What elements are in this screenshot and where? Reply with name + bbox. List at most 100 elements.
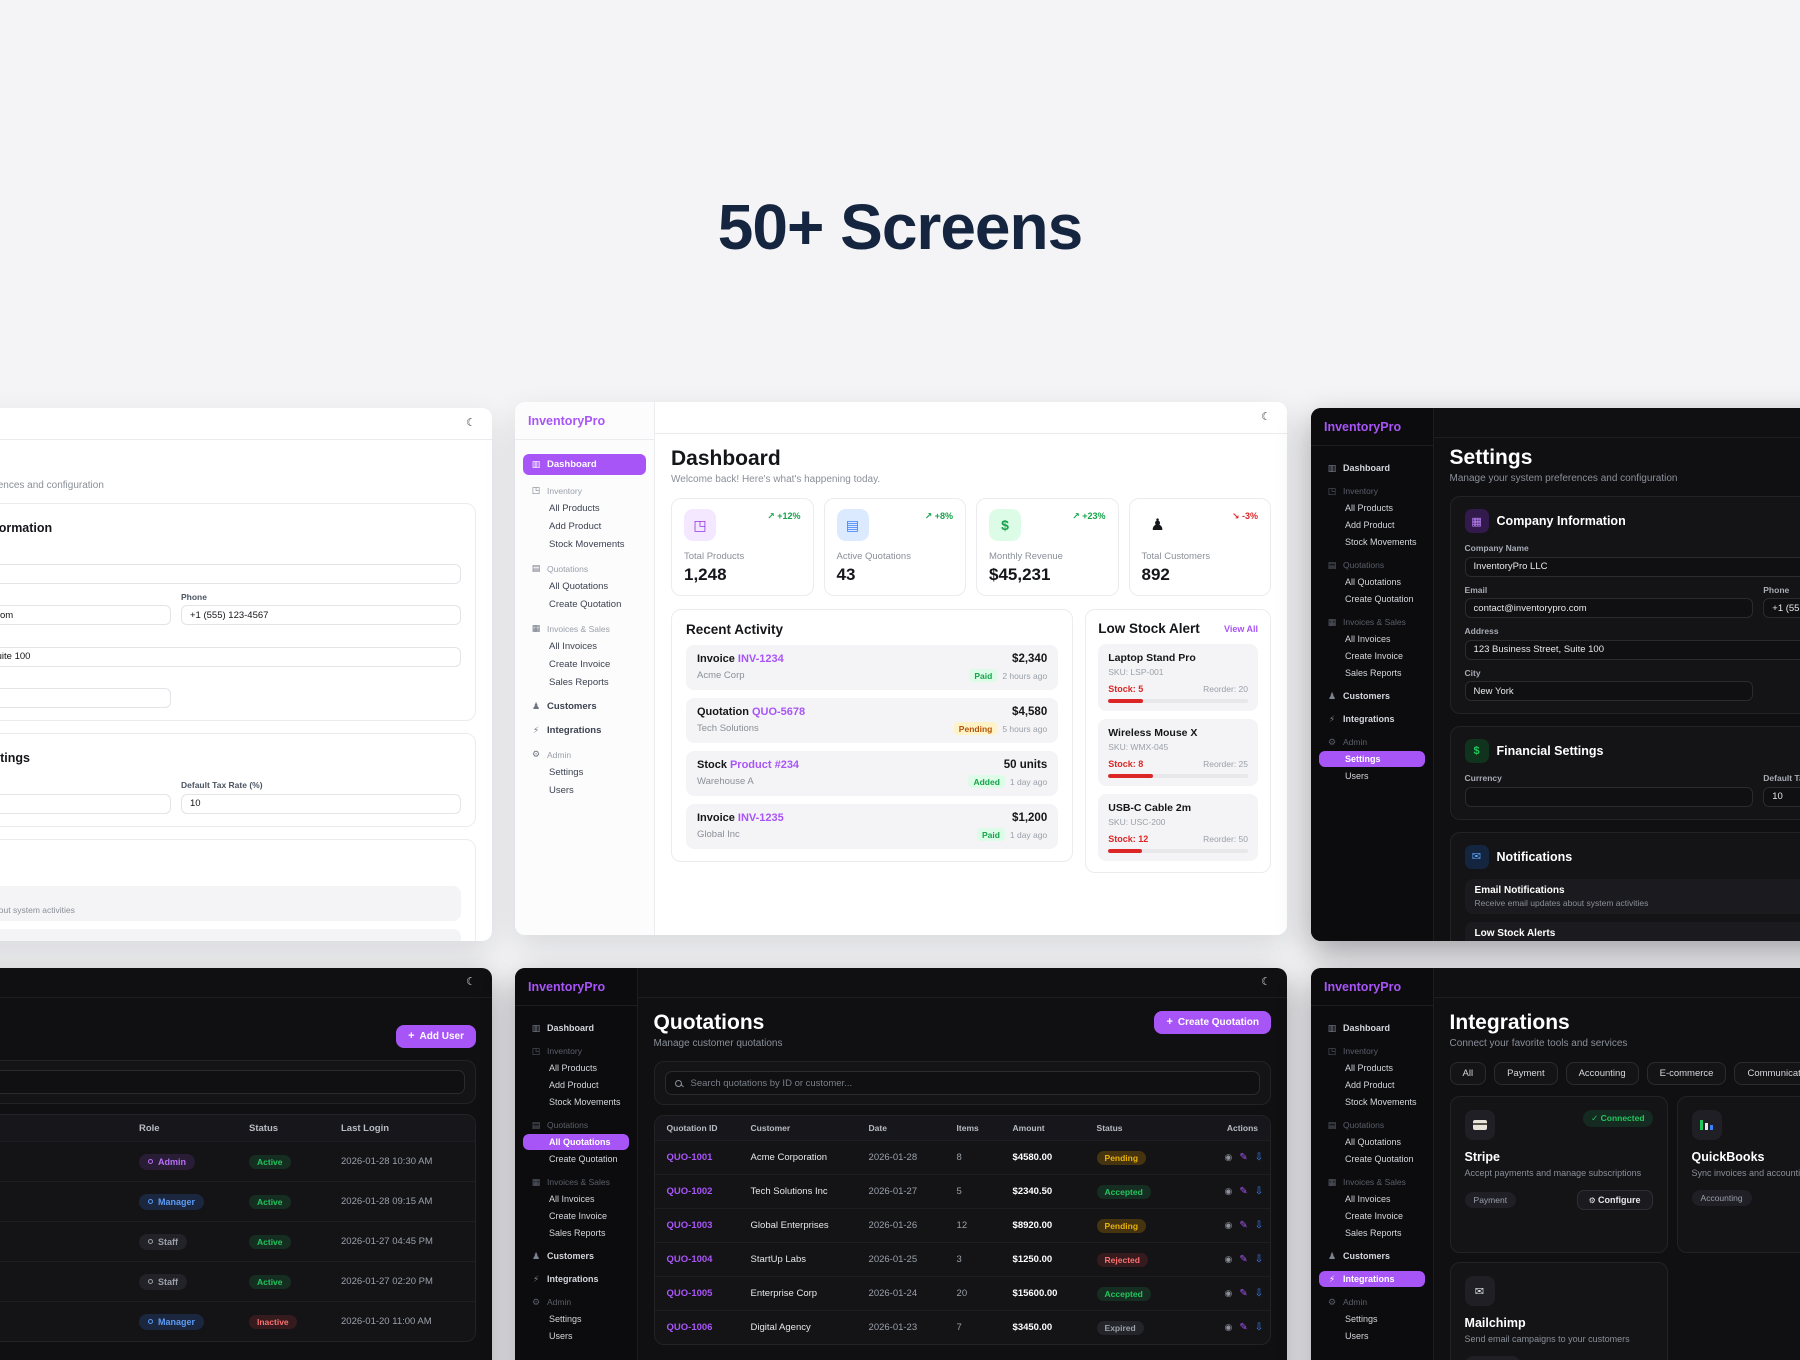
- dark-mode-toggle-icon[interactable]: ☾: [466, 976, 476, 988]
- table-row[interactable]: QUO-1002 Tech Solutions Inc 2026-01-27 5…: [654, 1174, 1271, 1208]
- low-stock-item[interactable]: Wireless Mouse X SKU: WMX-045 Stock: 8 R…: [1098, 719, 1258, 787]
- table-row[interactable]: QUO-1001 Acme Corporation 2026-01-28 8 $…: [654, 1140, 1271, 1174]
- sidebar-item[interactable]: ♟ Customers: [523, 698, 646, 715]
- filter-chip[interactable]: All: [1449, 1062, 1487, 1086]
- company-name-input[interactable]: [1464, 556, 1800, 577]
- phone-input[interactable]: [181, 605, 461, 626]
- activity-reference-link[interactable]: INV-1234: [737, 653, 784, 666]
- sidebar-item[interactable]: Create Invoice: [523, 1208, 629, 1224]
- sidebar-item[interactable]: ▥ Dashboard: [1319, 460, 1425, 476]
- sidebar-item[interactable]: ⚙ Admin: [523, 746, 646, 763]
- city-input[interactable]: [0, 688, 171, 709]
- table-row[interactable]: Manager Inactive 2026-01-20 11:00 AM ✎: [0, 1301, 475, 1341]
- address-input[interactable]: [0, 646, 461, 667]
- city-input[interactable]: [1464, 681, 1754, 702]
- low-stock-item[interactable]: USB-C Cable 2m SKU: USC-200 Stock: 12 Re…: [1098, 794, 1258, 862]
- address-input[interactable]: [1464, 639, 1800, 660]
- edit-icon[interactable]: ✎: [1239, 1322, 1248, 1334]
- sidebar-item[interactable]: Settings: [523, 1311, 629, 1327]
- sidebar-item[interactable]: Create Quotation: [523, 596, 646, 613]
- sidebar-item[interactable]: ▤ Quotations: [1319, 1117, 1425, 1133]
- integration-action-button[interactable]: Configure: [1576, 1190, 1653, 1211]
- table-row[interactable]: QUO-1003 Global Enterprises 2026-01-26 1…: [654, 1208, 1271, 1242]
- sidebar-item[interactable]: ▦ Invoices & Sales: [523, 620, 646, 637]
- sidebar-item[interactable]: ▦ Invoices & Sales: [523, 1174, 629, 1190]
- view-icon[interactable]: ◉: [1224, 1186, 1233, 1197]
- activity-row[interactable]: Quotation QUO-5678 Tech Solutions $4,580 …: [686, 698, 1059, 744]
- sidebar-item[interactable]: Settings: [523, 764, 646, 781]
- user-search-input[interactable]: [0, 1075, 455, 1089]
- sidebar-item[interactable]: All Quotations: [1319, 1134, 1425, 1150]
- download-icon[interactable]: ⇩: [1254, 1322, 1264, 1334]
- download-icon[interactable]: ⇩: [1254, 1220, 1264, 1232]
- quotation-id-link[interactable]: QUO-1003: [666, 1220, 713, 1232]
- sidebar-item[interactable]: Add Product: [1319, 517, 1425, 533]
- add-user-button[interactable]: + Add User: [396, 1025, 476, 1048]
- notification-row[interactable]: Low Stock Alerts Get notified when produ…: [1464, 921, 1800, 941]
- integration-card[interactable]: Mailchimp Send email campaigns to your c…: [1449, 1262, 1668, 1360]
- currency-input[interactable]: [1464, 786, 1754, 807]
- table-row[interactable]: Manager Active 2026-01-28 09:15 AM ✎: [0, 1181, 475, 1221]
- table-row[interactable]: QUO-1004 StartUp Labs 2026-01-25 3 $1250…: [654, 1242, 1271, 1276]
- quotation-id-link[interactable]: QUO-1006: [666, 1322, 713, 1334]
- delete-icon[interactable]: [1270, 1187, 1271, 1196]
- view-icon[interactable]: ◉: [1224, 1254, 1233, 1265]
- filter-chip[interactable]: Payment: [1494, 1062, 1558, 1086]
- delete-icon[interactable]: [1270, 1323, 1271, 1332]
- notification-row[interactable]: Email Notifications Receive email update…: [0, 885, 461, 921]
- sidebar-item[interactable]: All Invoices: [1319, 1191, 1425, 1207]
- stat-card[interactable]: ◳ ↗ +12% Total Products 1,248: [671, 498, 814, 597]
- sidebar-item[interactable]: ▦ Invoices & Sales: [1319, 614, 1425, 630]
- tax-rate-input[interactable]: [1763, 786, 1800, 807]
- download-icon[interactable]: ⇩: [1254, 1152, 1264, 1164]
- sidebar-item[interactable]: Create Quotation: [1319, 1151, 1425, 1167]
- table-row[interactable]: QUO-1006 Digital Agency 2026-01-23 7 $34…: [654, 1310, 1271, 1344]
- delete-icon[interactable]: [1270, 1221, 1271, 1230]
- create-quotation-button[interactable]: + Create Quotation: [1154, 1011, 1271, 1034]
- sidebar-item[interactable]: All Quotations: [1319, 574, 1425, 590]
- sidebar-item[interactable]: Stock Movements: [1319, 534, 1425, 550]
- sidebar-item[interactable]: Stock Movements: [523, 536, 646, 553]
- sidebar-item[interactable]: Users: [523, 1328, 629, 1344]
- sidebar-item[interactable]: All Quotations: [523, 1134, 629, 1150]
- view-all-link[interactable]: View All: [1223, 623, 1258, 634]
- activity-row[interactable]: Stock Product #234 Warehouse A 50 units A…: [686, 751, 1059, 797]
- sidebar-item[interactable]: Add Product: [523, 1077, 629, 1093]
- activity-reference-link[interactable]: INV-1235: [737, 812, 784, 825]
- stat-card[interactable]: ♟ ↘ -3% Total Customers 892: [1128, 498, 1271, 597]
- quotation-id-link[interactable]: QUO-1002: [666, 1186, 713, 1198]
- table-row[interactable]: Staff Active 2026-01-27 04:45 PM ✎: [0, 1221, 475, 1261]
- quotation-search-input[interactable]: [688, 1076, 1250, 1090]
- sidebar-item[interactable]: Sales Reports: [1319, 1225, 1425, 1241]
- dark-mode-toggle-icon[interactable]: ☾: [1261, 976, 1271, 988]
- sidebar-item[interactable]: ⚡ Integrations: [523, 722, 646, 739]
- sidebar-item[interactable]: Stock Movements: [523, 1094, 629, 1110]
- table-row[interactable]: QUO-1005 Enterprise Corp 2026-01-24 20 $…: [654, 1276, 1270, 1310]
- sidebar-item[interactable]: Settings: [1319, 751, 1425, 767]
- download-icon[interactable]: ⇩: [1254, 1254, 1264, 1266]
- activity-row[interactable]: Invoice INV-1235 Global Inc $1,200 Paid 1…: [686, 804, 1059, 850]
- view-icon[interactable]: ◉: [1224, 1288, 1233, 1299]
- tax-rate-input[interactable]: [181, 793, 461, 814]
- sidebar-item[interactable]: Create Quotation: [1319, 591, 1425, 607]
- quotation-id-link[interactable]: QUO-1001: [666, 1152, 713, 1164]
- sidebar-item[interactable]: Create Invoice: [1319, 648, 1425, 664]
- edit-icon[interactable]: ✎: [1239, 1220, 1248, 1232]
- dark-mode-toggle-icon[interactable]: ☾: [1261, 411, 1271, 423]
- sidebar-item[interactable]: ⚙ Admin: [1319, 1294, 1425, 1310]
- view-icon[interactable]: ◉: [1224, 1152, 1233, 1163]
- delete-icon[interactable]: [1270, 1153, 1271, 1162]
- download-icon[interactable]: ⇩: [1254, 1186, 1264, 1198]
- activity-reference-link[interactable]: Product #234: [729, 759, 800, 772]
- sidebar-item[interactable]: All Products: [523, 1060, 629, 1076]
- email-input[interactable]: [0, 605, 171, 626]
- sidebar-item[interactable]: ⚡ Integrations: [1319, 1271, 1425, 1287]
- sidebar-item[interactable]: Sales Reports: [523, 674, 646, 691]
- sidebar-item[interactable]: ▥ Dashboard: [1319, 1020, 1425, 1036]
- delete-icon[interactable]: [1270, 1255, 1271, 1264]
- sidebar-item[interactable]: ▥ Dashboard: [523, 454, 646, 475]
- sidebar-item[interactable]: ▦ Invoices & Sales: [1319, 1174, 1425, 1190]
- notification-row[interactable]: Email Notifications Receive email update…: [1464, 878, 1800, 914]
- sidebar-item[interactable]: ▥ Dashboard: [523, 1020, 629, 1036]
- edit-icon[interactable]: ✎: [1239, 1254, 1248, 1266]
